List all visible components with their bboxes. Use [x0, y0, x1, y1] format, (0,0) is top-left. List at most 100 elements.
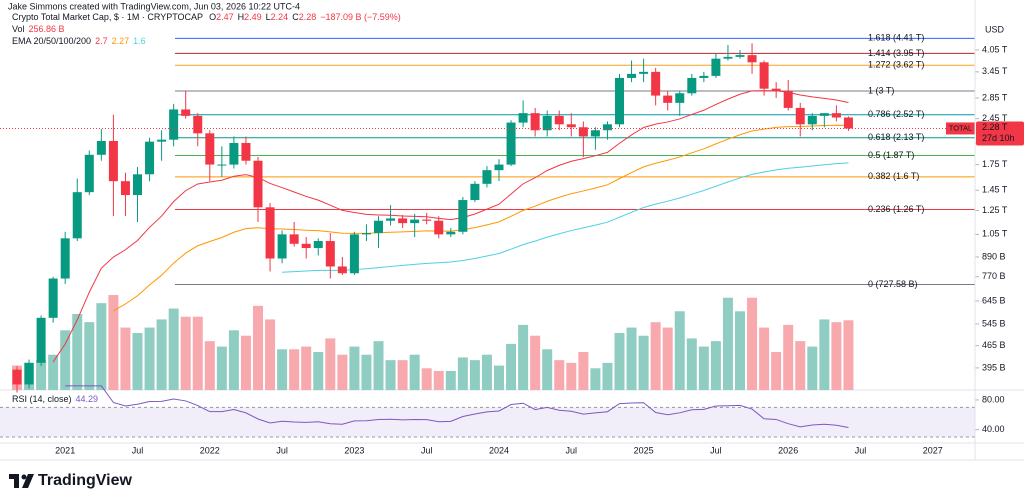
x-tick-label: Jul — [566, 445, 578, 455]
volume-bar — [626, 327, 637, 390]
volume-bar — [783, 324, 794, 390]
volume-bar — [132, 333, 143, 390]
volume-bar — [530, 335, 541, 390]
volume-bar — [662, 327, 673, 390]
rsi-line — [65, 385, 849, 428]
volume-bar — [795, 341, 806, 390]
candle-body — [265, 207, 275, 259]
fib-label: 1 (3 T) — [868, 85, 894, 95]
volume-name: Vol — [12, 24, 25, 34]
x-tick-label: 2027 — [923, 445, 943, 455]
logo-icon — [21, 474, 27, 480]
y-tick-label: 465 B — [982, 340, 1006, 350]
candle-body — [361, 233, 371, 235]
candle-body — [843, 117, 853, 129]
volume-bar — [843, 320, 854, 390]
y-tick-label: 1.25 T — [982, 205, 1008, 215]
candle-body — [687, 77, 697, 94]
candle-body — [783, 90, 793, 108]
volume-bar — [506, 343, 517, 390]
volume-bar — [265, 319, 276, 390]
candle-body — [145, 141, 155, 175]
volume-bar — [698, 346, 709, 390]
y-tick-label: 645 B — [982, 295, 1006, 305]
symbol-title: Crypto Total Market Cap, $ · 1M · CRYPTO… — [12, 12, 203, 22]
volume-bar — [831, 322, 842, 390]
volume-value: 256.86 B — [29, 24, 65, 34]
volume-bar — [349, 346, 360, 390]
volume-bar — [204, 341, 215, 390]
volume-bar — [481, 354, 492, 390]
volume-bar — [710, 341, 721, 390]
x-tick-label: 2021 — [55, 445, 75, 455]
volume-bar — [120, 327, 131, 390]
candle-body — [542, 115, 552, 131]
candle-body — [241, 142, 251, 161]
ohlc-label: L — [266, 12, 271, 22]
volume-bar — [674, 311, 685, 390]
x-tick-label: 2023 — [344, 445, 364, 455]
header-ohlc: Crypto Total Market Cap, $ · 1M · CRYPTO… — [12, 12, 401, 22]
candle-body — [771, 88, 781, 91]
volume-bar — [385, 360, 396, 390]
candle-body — [627, 73, 637, 78]
ohlc-value: 2.47 — [216, 12, 234, 22]
volume-bar — [313, 352, 324, 390]
candle-body — [337, 266, 347, 274]
volume-bar — [216, 346, 227, 390]
volume-bar — [409, 354, 420, 390]
last-name: TOTAL — [949, 123, 972, 132]
change: −187.09 B (−7.59%) — [320, 12, 401, 22]
candle-body — [398, 218, 408, 224]
candle-body — [301, 243, 311, 249]
volume-bar — [542, 349, 553, 390]
fib-label: 1.414 (3.95 T) — [868, 48, 924, 58]
volume-bar — [72, 314, 83, 390]
x-tick-label: Jul — [132, 445, 144, 455]
volume-bar — [614, 333, 625, 390]
fib-label: 0.236 (1.26 T) — [868, 204, 924, 214]
volume-bar — [192, 316, 203, 390]
ema-value: 1.6 — [133, 36, 146, 46]
candle-body — [84, 154, 94, 193]
logo-icon — [9, 474, 34, 488]
candle-body — [651, 71, 661, 96]
last-price: 2.28 T — [982, 122, 1008, 132]
candle-body — [458, 200, 468, 232]
ema-value: 2.7 — [95, 36, 108, 46]
candle-body — [759, 62, 769, 89]
volume-bar — [156, 319, 167, 390]
candle-body — [217, 164, 227, 166]
x-tick-label: Jul — [421, 445, 433, 455]
volume-bar — [60, 330, 71, 390]
volume-bar — [361, 354, 372, 390]
candle-body — [374, 220, 383, 234]
candle-body — [181, 109, 191, 116]
ema-name: EMA 20/50/100/200 — [12, 36, 91, 46]
candle-body — [434, 220, 444, 235]
candle-body — [386, 218, 396, 221]
candle-body — [289, 234, 299, 244]
candle-body — [205, 133, 215, 165]
volume-bar — [325, 338, 336, 390]
y-tick-label: 545 B — [982, 318, 1006, 328]
ema-line — [113, 124, 849, 312]
ohlc-label: H — [238, 12, 245, 22]
volume-bar — [494, 365, 504, 390]
y-tick-label: 4.05 T — [982, 44, 1008, 54]
candle-body — [735, 55, 745, 57]
volume-bar — [337, 354, 348, 390]
rsi-tick-label: 40.00 — [982, 424, 1005, 434]
volume-bar — [433, 371, 444, 390]
rsi-name: RSI (14, close) — [12, 394, 72, 404]
candle-body — [482, 170, 492, 184]
ohlc-label: C — [292, 12, 299, 22]
attribution: Jake Simmons created with TradingView.co… — [8, 1, 300, 11]
y-tick-label: 1.75 T — [982, 159, 1008, 169]
volume-bar — [144, 327, 155, 390]
volume-bar — [457, 357, 468, 390]
candle-body — [663, 95, 673, 103]
y-tick-label: 3.45 T — [982, 66, 1008, 76]
last-price-box — [976, 121, 1024, 146]
fib-label: 0 (727.58 B) — [868, 279, 918, 289]
